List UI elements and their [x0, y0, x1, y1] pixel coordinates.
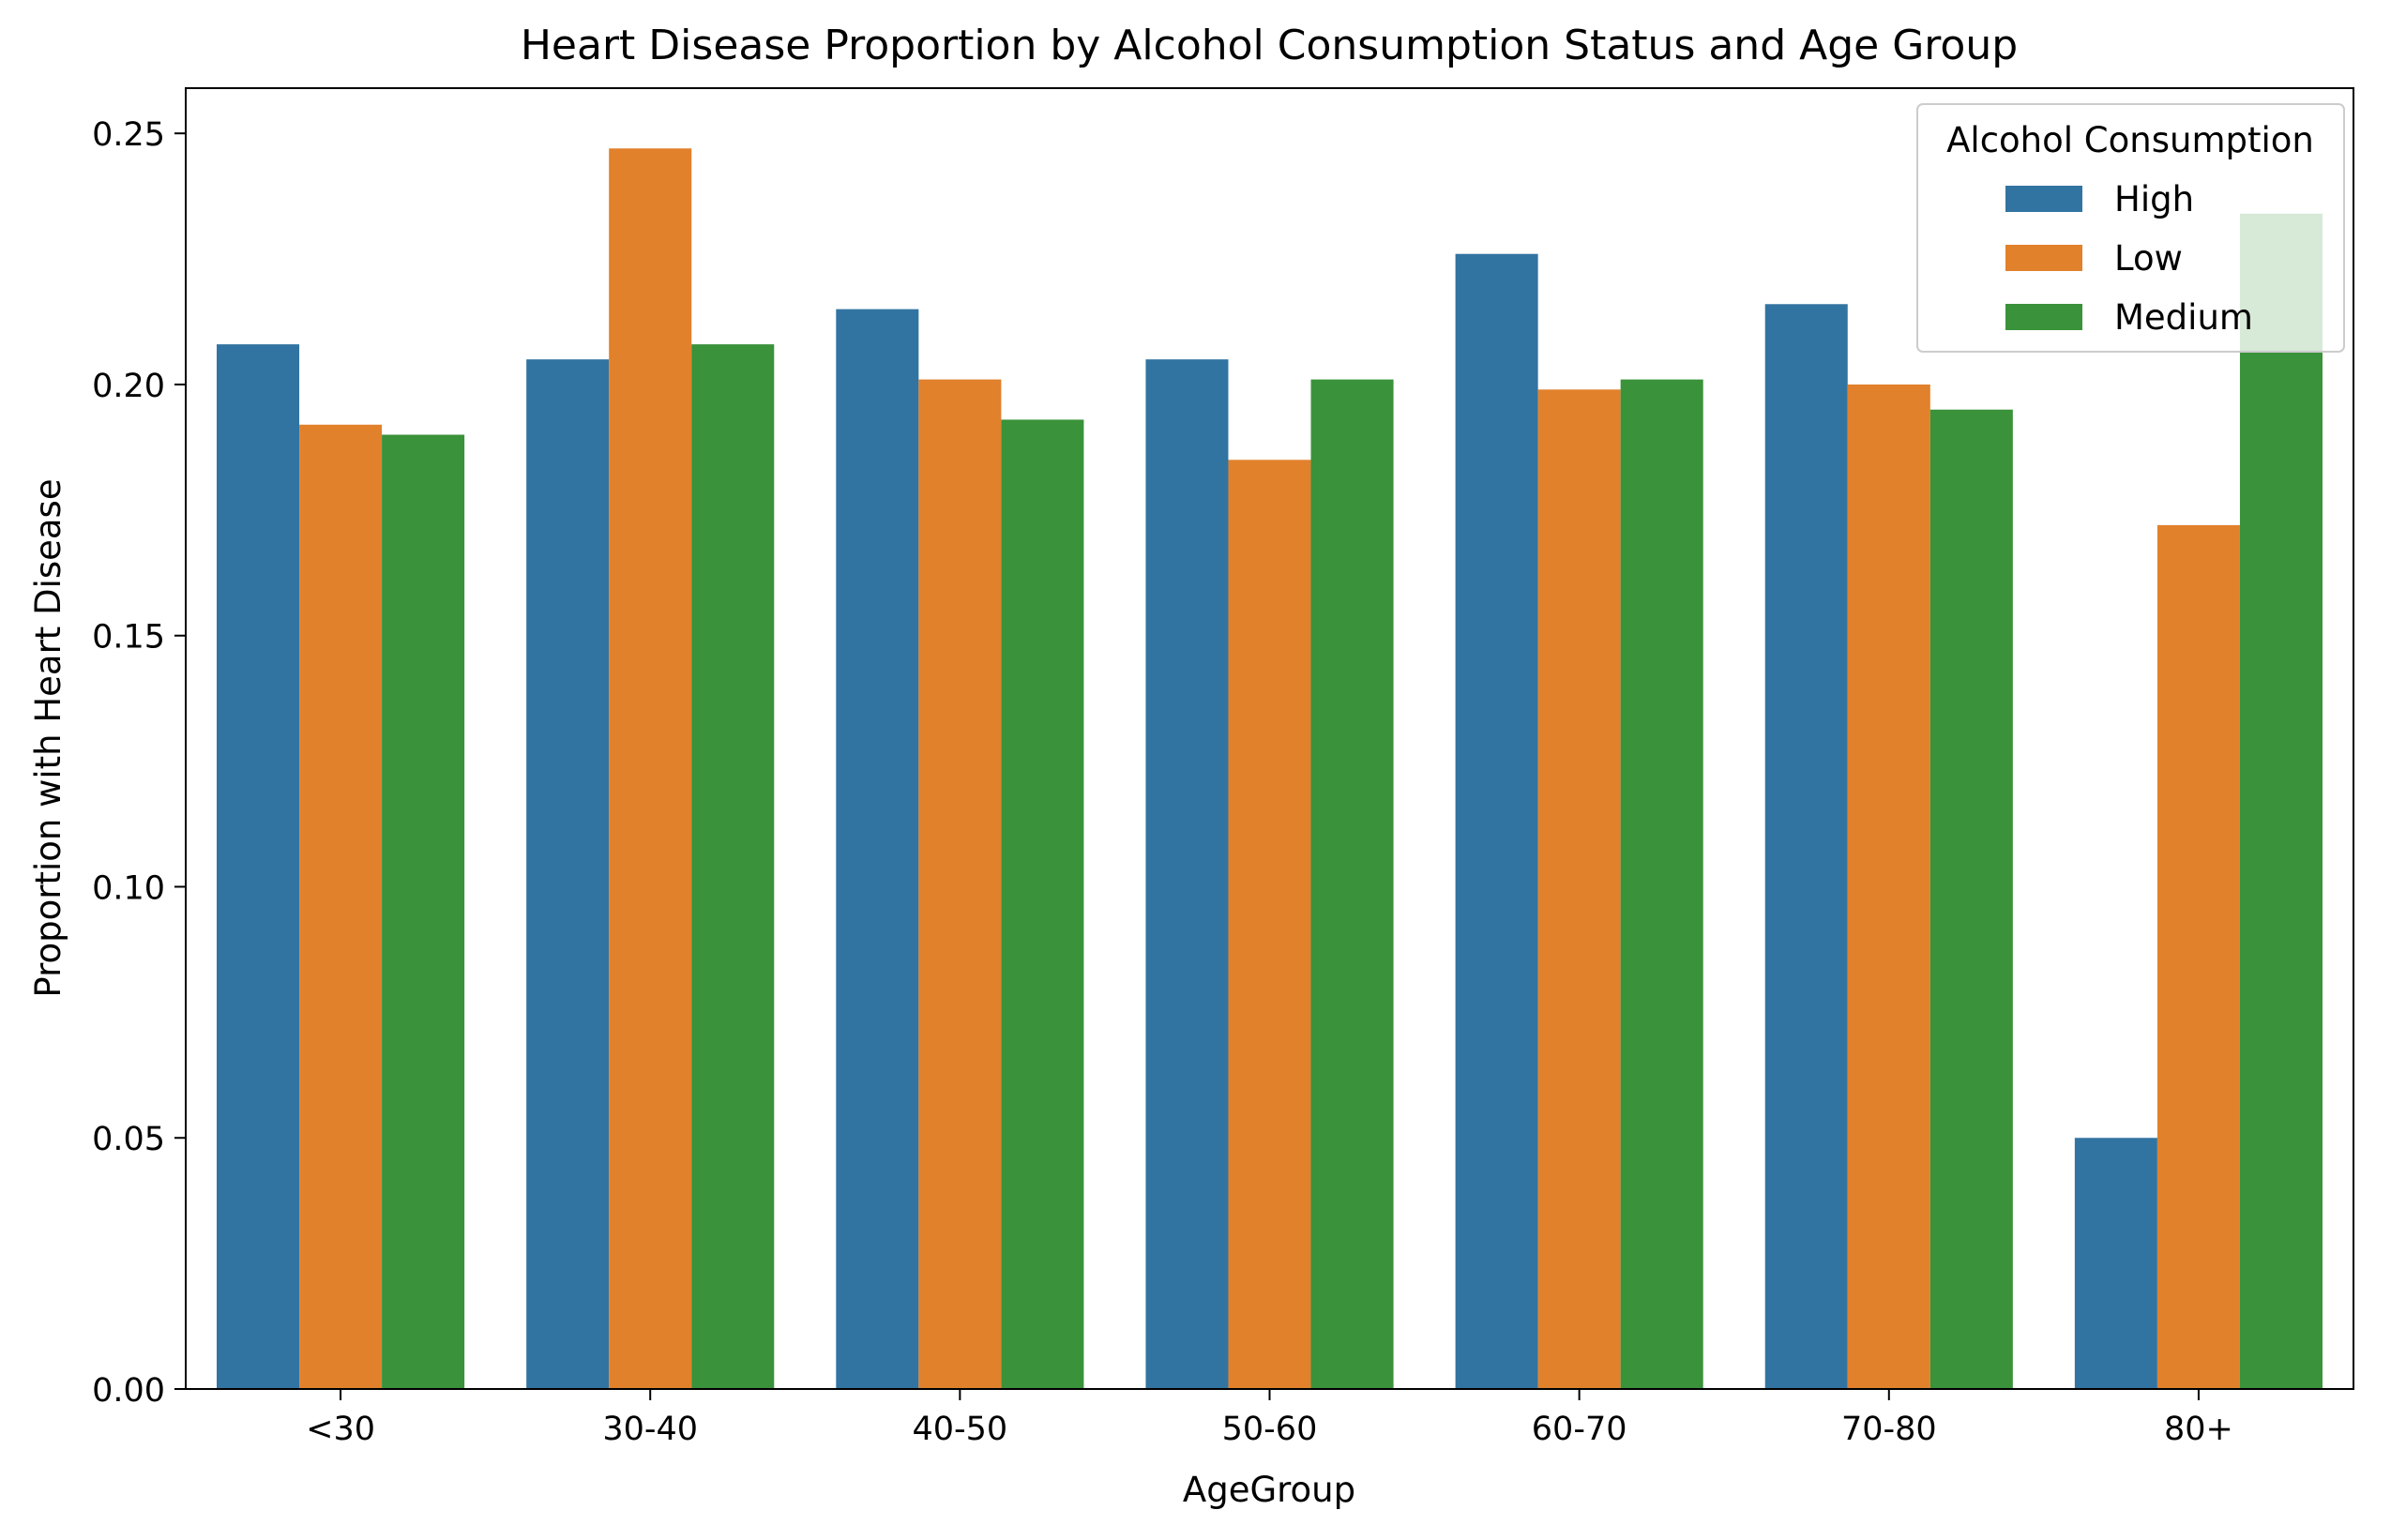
bar-medium-0 — [382, 434, 465, 1389]
legend-box — [1916, 103, 2345, 353]
legend-title: Alcohol Consumption — [1946, 120, 2314, 160]
bar-low-5 — [1847, 384, 1930, 1390]
bar-medium-1 — [691, 344, 775, 1389]
bar-high-5 — [1764, 304, 1848, 1389]
x-tick-label: <30 — [306, 1411, 375, 1448]
y-tick-label: 0.00 — [92, 1372, 165, 1410]
x-axis: <30 30-40 40-50 50-60 60-70 70-80 80+ — [306, 1389, 2233, 1448]
bar-high-2 — [836, 309, 919, 1389]
legend-swatch-low — [2005, 245, 2082, 271]
legend-label-medium: Medium — [2114, 297, 2253, 338]
x-tick-label: 40-50 — [913, 1411, 1008, 1448]
legend-swatch-high — [2005, 186, 2082, 212]
x-tick-label: 30-40 — [602, 1411, 698, 1448]
y-tick-label: 0.10 — [92, 869, 165, 907]
bar-high-0 — [217, 344, 300, 1389]
x-tick-label: 80+ — [2164, 1411, 2233, 1448]
bar-medium-2 — [1001, 419, 1084, 1390]
bar-low-0 — [299, 424, 383, 1389]
legend-entries: High Low Medium — [2005, 179, 2253, 338]
y-axis-label: Proportion with Heart Disease — [28, 478, 68, 997]
bar-high-6 — [2074, 1138, 2157, 1389]
bar-low-2 — [918, 379, 1002, 1390]
bar-medium-4 — [1620, 379, 1703, 1390]
bar-low-3 — [1228, 460, 1311, 1389]
bar-medium-6 — [2239, 213, 2323, 1389]
bar-low-4 — [1537, 389, 1621, 1389]
legend-swatch-medium — [2005, 304, 2082, 330]
bar-medium-3 — [1310, 379, 1394, 1390]
y-axis: 0.00 0.05 0.10 0.15 0.20 0.25 — [92, 116, 186, 1410]
x-tick-label: 50-60 — [1222, 1411, 1318, 1448]
y-tick-label: 0.20 — [92, 368, 165, 405]
legend: Alcohol Consumption High Low Medium — [1916, 103, 2345, 353]
y-tick-label: 0.15 — [92, 619, 165, 657]
x-axis-label: AgeGroup — [1183, 1470, 1355, 1510]
x-tick-label: 60-70 — [1532, 1411, 1627, 1448]
bar-low-6 — [2156, 524, 2240, 1389]
legend-label-high: High — [2114, 179, 2194, 219]
bar-high-4 — [1455, 253, 1538, 1390]
chart-title: Heart Disease Proportion by Alcohol Cons… — [521, 22, 2018, 69]
y-tick-label: 0.25 — [92, 116, 165, 154]
y-tick-label: 0.05 — [92, 1121, 165, 1158]
bar-high-3 — [1145, 359, 1229, 1390]
bar-medium-5 — [1929, 409, 2013, 1390]
bar-low-1 — [609, 148, 692, 1389]
bar-high-1 — [526, 359, 610, 1390]
legend-label-low: Low — [2114, 238, 2183, 279]
x-tick-label: 70-80 — [1841, 1411, 1937, 1448]
bars-layer — [217, 148, 2323, 1390]
